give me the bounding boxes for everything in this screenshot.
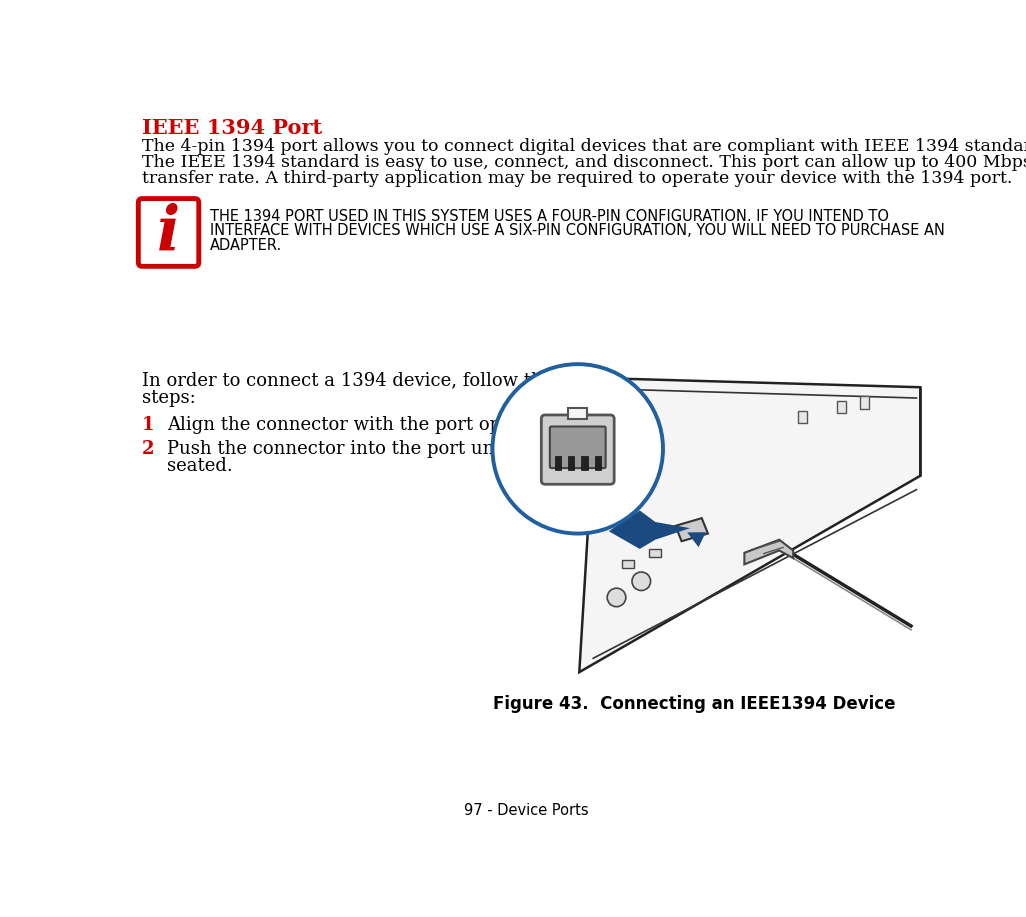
Polygon shape (580, 378, 920, 672)
Polygon shape (745, 540, 793, 564)
Text: Align the connector with the port opening.: Align the connector with the port openin… (167, 416, 558, 435)
Text: The IEEE 1394 standard is easy to use, connect, and disconnect. This port can al: The IEEE 1394 standard is easy to use, c… (143, 154, 1026, 171)
Text: seated.: seated. (167, 457, 233, 474)
Text: ADAPTER.: ADAPTER. (209, 238, 282, 253)
FancyBboxPatch shape (550, 426, 605, 468)
Text: THE 1394 PORT USED IN THIS SYSTEM USES A FOUR-PIN CONFIGURATION. IF YOU INTEND T: THE 1394 PORT USED IN THIS SYSTEM USES A… (209, 208, 889, 224)
FancyBboxPatch shape (139, 199, 199, 266)
Text: transfer rate. A third-party application may be required to operate your device : transfer rate. A third-party application… (143, 170, 1013, 187)
Text: In order to connect a 1394 device, follow these: In order to connect a 1394 device, follo… (143, 371, 574, 390)
Text: i: i (157, 203, 181, 262)
Polygon shape (798, 411, 807, 424)
Polygon shape (568, 408, 587, 419)
Bar (595, 456, 601, 470)
Bar (554, 456, 560, 470)
Text: Push the connector into the port until it is: Push the connector into the port until i… (167, 439, 553, 458)
Text: 2: 2 (143, 439, 155, 458)
FancyBboxPatch shape (542, 415, 615, 484)
Polygon shape (860, 396, 869, 409)
Text: 1: 1 (143, 416, 155, 435)
Text: IEEE 1394 Port: IEEE 1394 Port (143, 117, 322, 138)
Polygon shape (608, 511, 690, 549)
Text: 97 - Device Ports: 97 - Device Ports (464, 803, 588, 818)
Polygon shape (836, 401, 845, 414)
Polygon shape (622, 560, 634, 569)
Polygon shape (649, 549, 662, 557)
Circle shape (492, 364, 663, 534)
Bar (582, 456, 588, 470)
Text: INTERFACE WITH DEVICES WHICH USE A SIX-PIN CONFIGURATION, YOU WILL NEED TO PURCH: INTERFACE WITH DEVICES WHICH USE A SIX-P… (209, 223, 945, 238)
Text: The 4-pin 1394 port allows you to connect digital devices that are compliant wit: The 4-pin 1394 port allows you to connec… (143, 138, 1026, 155)
Circle shape (632, 572, 650, 591)
Circle shape (607, 588, 626, 607)
Bar (568, 456, 575, 470)
Polygon shape (675, 518, 708, 541)
Text: steps:: steps: (143, 389, 196, 407)
Text: Figure 43.  Connecting an IEEE1394 Device: Figure 43. Connecting an IEEE1394 Device (492, 695, 896, 713)
